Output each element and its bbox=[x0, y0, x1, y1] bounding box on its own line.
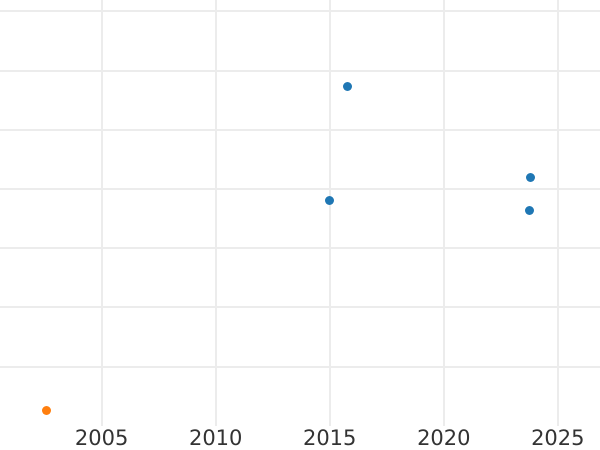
x-tick-label: 2010 bbox=[188, 426, 243, 450]
gridline-vertical bbox=[100, 0, 103, 426]
data-point-orange-series bbox=[41, 406, 51, 416]
x-tick-label: 2005 bbox=[74, 426, 129, 450]
data-point-blue-series bbox=[524, 205, 534, 215]
gridline-vertical bbox=[214, 0, 217, 426]
gridline-horizontal bbox=[0, 69, 600, 72]
data-point-blue-series bbox=[325, 195, 335, 205]
gridline-horizontal bbox=[0, 187, 600, 190]
gridline-vertical bbox=[556, 0, 559, 426]
data-point-blue-series bbox=[342, 81, 352, 91]
gridline-horizontal bbox=[0, 306, 600, 309]
gridline-vertical bbox=[328, 0, 331, 426]
x-tick-label: 2025 bbox=[531, 426, 585, 450]
gridline-horizontal bbox=[0, 365, 600, 368]
x-tick-label: 2020 bbox=[417, 426, 471, 450]
gridline-horizontal bbox=[0, 247, 600, 250]
gridline-vertical bbox=[442, 0, 445, 426]
x-tick-label: 2015 bbox=[302, 426, 357, 450]
gridline-horizontal bbox=[0, 10, 600, 13]
gridline-horizontal bbox=[0, 128, 600, 131]
data-point-blue-series bbox=[525, 173, 535, 183]
